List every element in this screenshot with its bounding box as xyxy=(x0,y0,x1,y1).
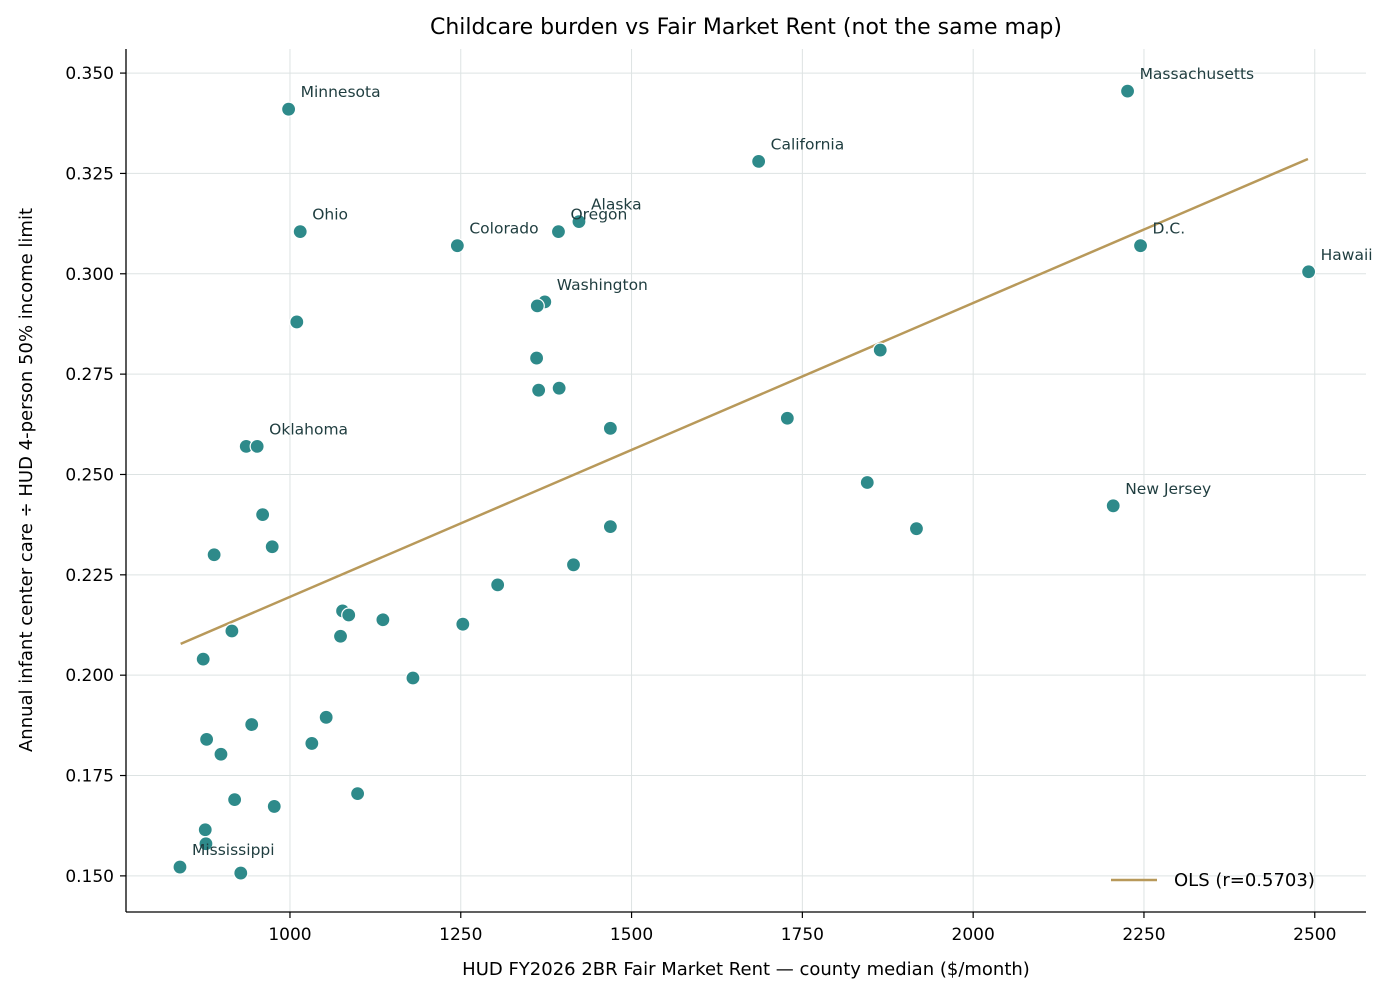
data-point xyxy=(455,616,471,632)
point-label: D.C. xyxy=(1153,220,1186,238)
data-point xyxy=(908,521,925,537)
data-point xyxy=(172,859,188,875)
x-tick-label: 2250 xyxy=(1122,925,1165,945)
data-point xyxy=(249,438,265,454)
legend-ols-label: OLS (r=0.5703) xyxy=(1174,870,1315,891)
point-label: Washington xyxy=(557,276,648,294)
data-point xyxy=(602,420,618,436)
data-point xyxy=(571,214,587,230)
point-label: Minnesota xyxy=(301,83,381,101)
data-point xyxy=(266,798,282,815)
data-point xyxy=(292,224,308,240)
point-label: Oregon xyxy=(570,206,627,224)
fit-line-layer xyxy=(180,157,1309,646)
data-point xyxy=(198,836,214,852)
data-points xyxy=(172,83,1317,881)
x-tick-label: 1500 xyxy=(610,925,653,945)
y-tick-label: 0.300 xyxy=(65,265,114,285)
data-point xyxy=(341,607,357,623)
data-point xyxy=(551,380,567,396)
data-point xyxy=(195,651,211,667)
y-tick-label: 0.200 xyxy=(65,666,114,686)
point-label: Ohio xyxy=(312,206,348,224)
data-point xyxy=(206,547,222,563)
y-tick-label: 0.275 xyxy=(65,365,114,385)
data-point xyxy=(529,298,545,314)
data-point xyxy=(859,474,875,491)
y-tick-label: 0.225 xyxy=(65,566,114,586)
grid-lines xyxy=(126,49,1366,912)
data-point xyxy=(289,314,305,330)
data-point xyxy=(1301,264,1317,280)
data-point xyxy=(602,519,618,535)
data-point xyxy=(1105,498,1121,514)
point-label: Massachusetts xyxy=(1140,65,1255,83)
data-point xyxy=(779,410,795,426)
y-tick-label: 0.350 xyxy=(65,64,114,84)
x-tick-label: 1250 xyxy=(439,925,482,945)
tick-labels: 1000 1250 1500 1750 2000 2250 2500 0.150 0.175 0.… xyxy=(65,64,1336,945)
point-label: New Jersey xyxy=(1125,480,1211,498)
data-point xyxy=(490,577,506,593)
ols-fit-line xyxy=(180,157,1309,646)
data-point xyxy=(224,623,240,639)
data-point xyxy=(375,612,391,628)
point-label: Mississippi xyxy=(192,841,275,859)
point-label: Colorado xyxy=(469,220,538,238)
data-point xyxy=(255,507,271,523)
x-tick-label: 2000 xyxy=(952,925,995,945)
chart-title: Childcare burden vs Fair Market Rent (no… xyxy=(430,15,1062,40)
data-point xyxy=(565,557,582,573)
legend: OLS (r=0.5703) xyxy=(1111,870,1315,891)
data-point xyxy=(318,709,334,725)
data-point xyxy=(233,865,249,881)
y-tick-label: 0.325 xyxy=(65,164,114,184)
data-point xyxy=(281,101,297,117)
data-point xyxy=(405,670,421,686)
point-label: Hawaii xyxy=(1321,246,1373,264)
y-tick-label: 0.150 xyxy=(65,867,114,887)
point-annotations: Minnesota Massachusetts California Ohio Colo… xyxy=(192,65,1373,859)
y-axis-title: Annual infant center care ÷ HUD 4-person… xyxy=(16,208,37,752)
data-point xyxy=(531,382,547,398)
x-tick-label: 1000 xyxy=(268,925,311,945)
data-point xyxy=(529,350,545,366)
data-point xyxy=(872,342,888,358)
data-point xyxy=(350,785,366,802)
data-point xyxy=(213,746,229,762)
data-point xyxy=(1119,83,1136,99)
data-point xyxy=(1132,238,1149,254)
data-point xyxy=(264,539,280,555)
y-tick-label: 0.250 xyxy=(65,465,114,485)
data-point xyxy=(550,224,567,240)
point-label: Alaska xyxy=(591,196,642,214)
data-point xyxy=(332,628,349,644)
data-point xyxy=(244,716,260,733)
y-tick-label: 0.175 xyxy=(65,767,114,787)
x-axis-title: HUD FY2026 2BR Fair Market Rent — county… xyxy=(462,959,1030,980)
x-tick-label: 2500 xyxy=(1293,925,1336,945)
point-label: Oklahoma xyxy=(269,420,348,438)
data-point xyxy=(449,238,465,254)
point-label: California xyxy=(771,135,845,153)
data-point xyxy=(304,735,320,752)
x-tick-label: 1750 xyxy=(781,925,824,945)
axes xyxy=(125,49,1366,913)
data-point xyxy=(197,822,213,838)
data-point xyxy=(199,731,215,748)
data-point xyxy=(227,792,243,808)
data-point xyxy=(751,153,767,169)
